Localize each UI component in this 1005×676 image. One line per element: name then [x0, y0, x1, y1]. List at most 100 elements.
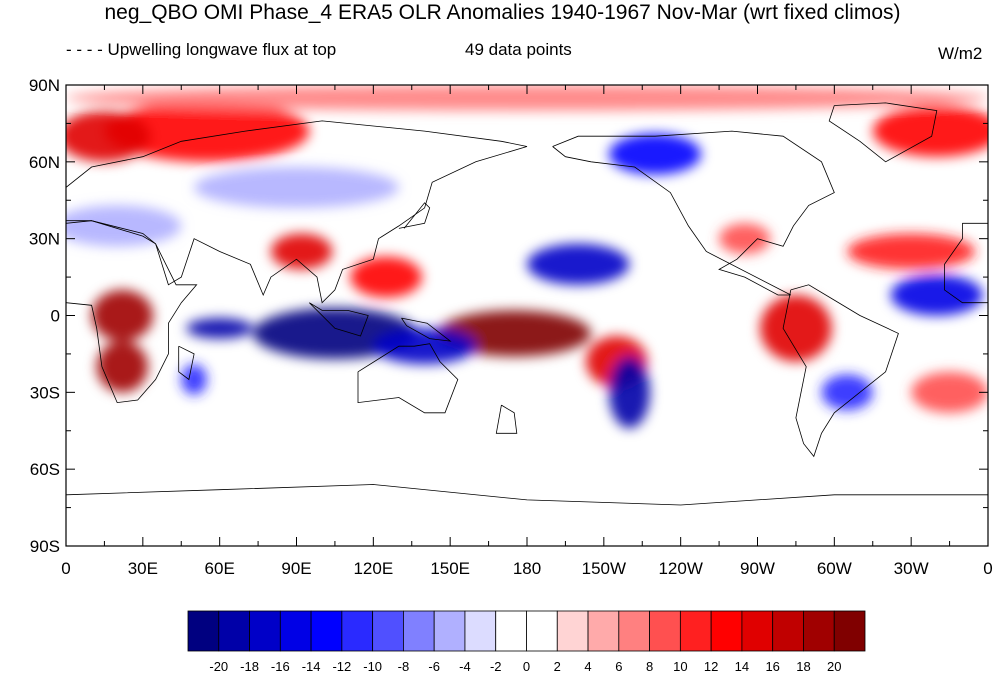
colorbar-swatch [433, 610, 466, 652]
colorbar-swatch [218, 610, 250, 652]
lon-tick-label: 120E [353, 559, 393, 578]
colorbar-swatch [741, 610, 774, 652]
coastline [66, 484, 988, 506]
lon-tick-label: 0 [61, 559, 70, 578]
lon-tick-label: 120W [658, 559, 702, 578]
coastline [66, 220, 198, 404]
lat-tick-label: 90S [30, 537, 60, 556]
anomaly-region [373, 328, 476, 365]
colorbar-swatch [372, 610, 404, 652]
lon-tick-label: 30E [128, 559, 158, 578]
colorbar-label: -10 [363, 659, 382, 674]
anomaly-region [181, 364, 207, 395]
anomaly-region [91, 289, 154, 342]
units-label: W/m2 [938, 44, 983, 63]
lat-tick-label: 30S [30, 383, 60, 402]
colorbar-label: 12 [704, 659, 718, 674]
coastline [309, 302, 369, 337]
colorbar-label: -4 [459, 659, 471, 674]
coastline [944, 222, 988, 304]
variable-description: - - - - Upwelling longwave flux at top [66, 40, 337, 59]
coastline [495, 404, 518, 434]
lon-tick-label: 30W [894, 559, 929, 578]
colorbar-label: 6 [615, 659, 622, 674]
colorbar-label: -16 [271, 659, 290, 674]
anomaly-region [437, 310, 592, 357]
colorbar-label: -6 [428, 659, 440, 674]
colorbar-swatch [772, 610, 804, 652]
lon-tick-label: 90E [281, 559, 311, 578]
colorbar-swatch [403, 610, 435, 652]
lat-tick-label: 30N [29, 230, 60, 249]
lon-tick-label: 0 [983, 559, 992, 578]
longitude-axis: 0 30E 60E 90E 120E 150E 180 150W 120W 90W 60W 30W 0 [61, 85, 993, 578]
data-point-count: 49 data points [465, 40, 572, 59]
latitude-axis: 90N 60N 30N 0 30S 60S 90S [29, 76, 988, 556]
figure-title: neg_QBO OMI Phase_4 ERA5 OLR Anomalies 1… [104, 1, 901, 24]
coastline [178, 345, 195, 381]
colorbar-swatch [833, 610, 866, 652]
anomaly-region [821, 374, 873, 411]
colorbar-label: -18 [240, 659, 259, 674]
anomaly-region [760, 295, 832, 362]
anomaly-region [608, 133, 702, 175]
olr-anomaly-field [66, 85, 988, 429]
colorbar-swatch [803, 610, 835, 652]
lon-tick-label: 60W [817, 559, 852, 578]
coastline [552, 130, 835, 296]
colorbar-swatch [495, 610, 527, 652]
colorbar-swatch [649, 610, 681, 652]
colorbar-label: 20 [827, 659, 841, 674]
colorbar-label: 16 [765, 659, 779, 674]
lon-tick-label: 180 [513, 559, 541, 578]
colorbar-label: 2 [554, 659, 561, 674]
anomaly-region [194, 166, 399, 208]
lat-tick-label: 90N [29, 76, 60, 95]
anomaly-region [66, 205, 182, 247]
anomaly-region [527, 243, 630, 285]
colorbar-label: 14 [735, 659, 749, 674]
coastlines [66, 102, 988, 506]
coastline [357, 343, 459, 414]
anomaly-region [96, 341, 148, 393]
colorbar-label: -8 [398, 659, 410, 674]
anomaly-region [890, 274, 983, 316]
colorbar-label: 18 [796, 659, 810, 674]
lat-tick-label: 60N [29, 153, 60, 172]
colorbar-swatch [249, 610, 281, 652]
colorbar-swatch [587, 610, 620, 652]
colorbar-swatch [679, 610, 712, 652]
colorbar-swatch [526, 610, 558, 652]
anomaly-region [350, 256, 422, 298]
colorbar-label: -12 [332, 659, 351, 674]
anomaly-region [66, 110, 151, 162]
colorbar-label: 8 [646, 659, 653, 674]
coastline [66, 120, 528, 304]
colorbar-label: 10 [673, 659, 687, 674]
anomaly-region [872, 105, 988, 157]
lat-tick-label: 0 [51, 307, 60, 326]
colorbar-swatch [556, 610, 589, 652]
lon-tick-label: 60E [205, 559, 235, 578]
colorbar-label: -2 [490, 659, 502, 674]
coastline [828, 102, 938, 163]
anomaly-region [911, 371, 988, 413]
colorbar: -20 -18 -16 -14 -12 -10 -8 -6 -4 -2 0 2 4 6 8 10 12 14 16 1… [187, 610, 866, 674]
colorbar-swatch [187, 610, 220, 652]
colorbar-label: 4 [584, 659, 591, 674]
lat-tick-label: 60S [30, 460, 60, 479]
coastline [401, 317, 452, 342]
anomaly-region [719, 223, 771, 255]
colorbar-swatch [618, 610, 650, 652]
coastline [398, 202, 431, 229]
colorbar-swatch [279, 610, 312, 652]
anomaly-region [186, 318, 253, 339]
colorbar-label: -14 [302, 659, 321, 674]
anomaly-region [270, 233, 333, 270]
lon-tick-label: 150W [582, 559, 626, 578]
colorbar-label: 0 [523, 659, 530, 674]
colorbar-swatch [464, 610, 497, 652]
coastline [782, 284, 899, 458]
anomaly-region [104, 100, 310, 162]
